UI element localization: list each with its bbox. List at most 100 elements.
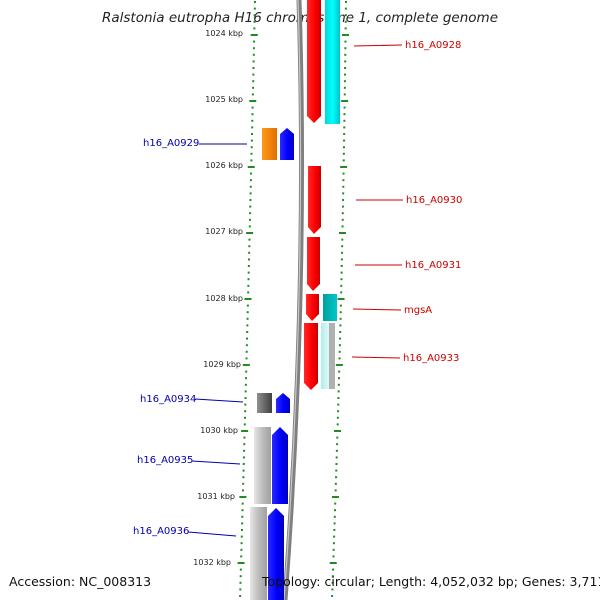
- left-scale-minor-tick: [241, 509, 244, 512]
- left-scale-minor-tick: [252, 80, 255, 83]
- right-scale-minor-tick: [344, 27, 347, 30]
- left-scale-minor-tick: [240, 548, 243, 551]
- leader-line-h16-a0936: [187, 531, 237, 537]
- left-scale-minor-tick: [247, 271, 250, 274]
- right-scale-minor-tick: [341, 212, 344, 215]
- left-scale-minor-tick: [251, 113, 254, 116]
- leader-line-h16-a0935: [191, 460, 241, 465]
- left-scale-major-tick: [237, 562, 245, 564]
- right-scale-minor-tick: [342, 199, 345, 201]
- gene-h16-a0936-cds[interactable]: [268, 508, 284, 600]
- left-scale-major-tick: [250, 34, 258, 36]
- left-scale-minor-tick: [244, 397, 247, 399]
- right-scale-minor-tick: [337, 383, 340, 386]
- left-scale-major-tick: [247, 166, 255, 168]
- left-scale-major-tick: [242, 364, 250, 366]
- right-scale-minor-tick: [344, 1, 347, 3]
- left-scale-minor-tick: [246, 337, 249, 340]
- left-scale-minor-tick: [239, 581, 242, 584]
- right-scale-major-tick: [331, 496, 339, 498]
- label-h16-a0935[interactable]: h16_A0935: [137, 455, 193, 466]
- left-scale-minor-tick: [253, 20, 256, 23]
- gene-h16-a0933-feature[interactable]: [304, 323, 318, 390]
- gene-h16-a0935-cds[interactable]: [272, 427, 288, 504]
- scale-ticks-left: [237, 1, 258, 597]
- right-scale-minor-tick: [343, 139, 346, 142]
- gene-mgsa-feature[interactable]: [306, 294, 319, 321]
- right-scale-major-tick: [341, 100, 349, 102]
- right-scale-minor-tick: [343, 126, 346, 129]
- left-scale-minor-tick: [249, 185, 252, 188]
- left-scale-major-tick: [246, 232, 254, 234]
- left-scale-minor-tick: [241, 515, 244, 518]
- right-scale-minor-tick: [341, 225, 344, 228]
- right-scale-minor-tick: [344, 7, 347, 10]
- left-scale-minor-tick: [251, 93, 254, 96]
- forward-gene-labels: h16_A0928 h16_A0930 h16_A0931 mgsA h16_A…: [351, 40, 462, 364]
- right-scale-minor-tick: [338, 377, 341, 380]
- right-scale-minor-tick: [337, 403, 340, 406]
- right-scale-major-tick: [338, 232, 346, 234]
- right-scale-minor-tick: [336, 416, 339, 419]
- right-scale-minor-tick: [336, 423, 339, 426]
- gene-h16-a0930-feature[interactable]: [308, 166, 321, 234]
- genome-stats-text: Topology: circular; Length: 4,052,032 bp…: [262, 574, 600, 589]
- left-scale-minor-tick: [247, 278, 250, 281]
- right-scale-minor-tick: [342, 192, 345, 195]
- gene-h16-a0934-feature[interactable]: [257, 393, 272, 413]
- left-scale-minor-tick: [253, 14, 256, 17]
- label-h16-a0936[interactable]: h16_A0936: [133, 526, 189, 537]
- label-h16-a0934[interactable]: h16_A0934: [140, 394, 196, 405]
- gene-h16-a0935-feature[interactable]: [254, 427, 271, 504]
- gene-h16-a0928-feature[interactable]: [307, 0, 321, 123]
- label-h16-a0933[interactable]: h16_A0933: [403, 353, 459, 364]
- scale-labels: 1024 kbp 1025 kbp 1026 kbp 1027 kbp 1028…: [193, 29, 243, 567]
- left-scale-minor-tick: [243, 423, 246, 426]
- right-scale-minor-tick: [343, 86, 346, 89]
- left-scale-minor-tick: [251, 119, 254, 122]
- right-scale-minor-tick: [343, 93, 346, 96]
- scale-label-1031: 1031 kbp: [197, 492, 235, 501]
- right-scale-minor-tick: [338, 370, 341, 373]
- left-scale-minor-tick: [245, 344, 248, 347]
- gene-mgsa-cds[interactable]: [323, 294, 337, 321]
- label-mgsa[interactable]: mgsA: [404, 305, 432, 316]
- left-scale-minor-tick: [250, 133, 253, 135]
- reverse-gene-labels: h16_A0929 h16_A0934 h16_A0935 h16_A0936: [133, 138, 247, 537]
- left-scale-minor-tick: [253, 40, 256, 43]
- leader-line-h16-a0934: [194, 398, 244, 403]
- gene-h16-a0929-cds[interactable]: [280, 128, 294, 160]
- gene-h16-a0933-cds-edge[interactable]: [329, 323, 335, 389]
- gene-h16-a0934-cds[interactable]: [276, 393, 290, 413]
- scale-label-1024: 1024 kbp: [205, 29, 243, 38]
- gene-h16-a0931-feature[interactable]: [307, 237, 320, 291]
- left-scale-minor-tick: [244, 403, 247, 406]
- left-scale-minor-tick: [240, 535, 243, 538]
- gene-h16-a0929-feature[interactable]: [262, 128, 277, 160]
- right-scale-minor-tick: [339, 324, 342, 327]
- left-scale-minor-tick: [253, 7, 256, 10]
- right-scale-minor-tick: [340, 271, 343, 274]
- label-h16-a0928[interactable]: h16_A0928: [405, 40, 461, 51]
- gene-h16-a0933-cds[interactable]: [321, 323, 329, 389]
- right-scale-minor-tick: [335, 476, 338, 479]
- label-h16-a0931[interactable]: h16_A0931: [405, 260, 461, 271]
- left-scale-minor-tick: [239, 568, 242, 571]
- right-scale-major-tick: [333, 430, 341, 432]
- right-scale-minor-tick: [342, 179, 345, 182]
- right-scale-minor-tick: [339, 311, 342, 314]
- label-h16-a0930[interactable]: h16_A0930: [406, 195, 462, 206]
- gene-h16-a0936-feature[interactable]: [250, 507, 267, 600]
- right-scale-minor-tick: [344, 14, 347, 17]
- right-scale-minor-tick: [343, 106, 346, 109]
- right-scale-minor-tick: [335, 463, 338, 465]
- right-scale-minor-tick: [336, 436, 339, 439]
- left-scale-minor-tick: [243, 436, 246, 439]
- left-scale-minor-tick: [250, 172, 253, 175]
- label-h16-a0929[interactable]: h16_A0929: [143, 138, 199, 149]
- right-scale-minor-tick: [331, 588, 334, 591]
- left-scale-minor-tick: [243, 443, 246, 446]
- left-scale-minor-tick: [247, 291, 250, 294]
- gene-h16-a0928-cds[interactable]: [325, 0, 340, 124]
